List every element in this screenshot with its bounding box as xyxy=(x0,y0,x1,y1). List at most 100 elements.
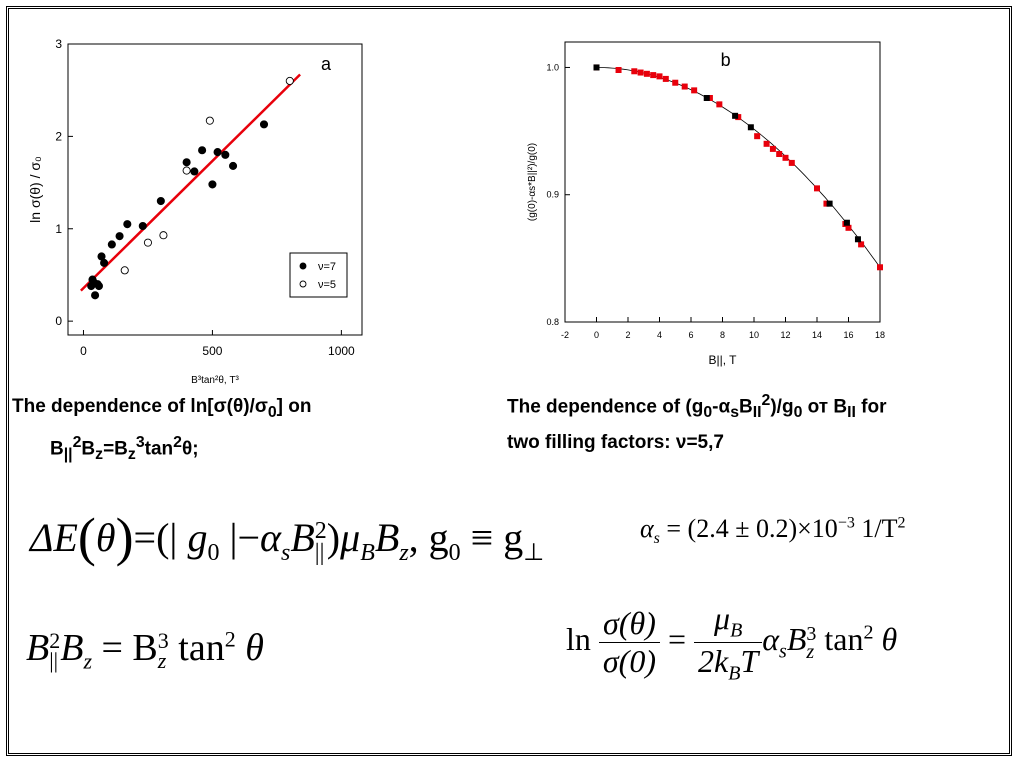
chart-a-ytick-label: 0 xyxy=(55,314,62,328)
chart-b-point-series-0 xyxy=(858,241,865,248)
cap-r-sub: 0 xyxy=(703,404,713,422)
chart-a-axes-box xyxy=(67,43,363,336)
chart-b-xtick-label: 14 xyxy=(812,330,822,340)
slide-frame xyxy=(6,6,1012,756)
eq2-sub: s xyxy=(653,530,660,548)
eq4-b-sup: 3 xyxy=(806,622,817,645)
chart-b-point-series-0 xyxy=(650,72,657,79)
chart-b-point-series-0 xyxy=(763,140,770,147)
eq1-close: ) xyxy=(326,515,341,560)
chart-a-point-series-1 xyxy=(285,76,294,86)
chart-a-panel-label: a xyxy=(321,54,332,74)
eq1-b-sup: 2 xyxy=(314,517,327,544)
eq1-delta: ΔE xyxy=(30,515,78,560)
cap-sub: z xyxy=(127,445,136,463)
chart-b-point-series-0 xyxy=(615,67,622,73)
cap-sup: 3 xyxy=(135,433,145,451)
eq1-perp: ⊥ xyxy=(523,540,545,566)
chart-b-point-series-0 xyxy=(754,133,761,140)
chart-b-point-series-0 xyxy=(776,151,783,157)
chart-b-point-series-0 xyxy=(716,101,723,108)
eq4-frac2: μB 2kBT xyxy=(694,600,763,686)
eq3-sup: 2 xyxy=(49,628,61,654)
chart-b-point-series-1 xyxy=(732,112,739,119)
cap-r: B xyxy=(739,396,753,418)
equation-energy: ΔE(θ)=(| g0 |−αsB 2 ||)μBBz, g0 ≡ g⊥ xyxy=(30,507,545,567)
eq4-t: T xyxy=(740,643,759,680)
chart-a-point-series-0 xyxy=(213,148,222,157)
chart-a-point-series-1 xyxy=(120,266,129,275)
eq3-tan: tan xyxy=(168,627,225,669)
chart-b-fit-curve xyxy=(596,67,881,268)
eq4-tan: tan xyxy=(816,621,864,658)
chart-b-point-series-0 xyxy=(691,87,698,94)
caption-left-line1: The dependence of ln[σ(θ)/σ0] on xyxy=(12,392,432,428)
eq4-mu-sub: B xyxy=(730,619,743,642)
eq1-bz-sub: z xyxy=(399,540,409,566)
eq1-abs-close: |− xyxy=(219,515,261,560)
cap-tan: tan xyxy=(144,438,174,460)
chart-b-xtick-label: 8 xyxy=(720,330,725,340)
cap-sub: z xyxy=(95,445,104,463)
cap-theta: θ; xyxy=(181,438,199,460)
eq4-alpha-sub: s xyxy=(779,640,787,663)
eq4-ln: ln xyxy=(566,621,591,658)
chart-a-xtick-label: 500 xyxy=(202,344,222,358)
chart-a-ytick-label: 2 xyxy=(55,129,62,143)
chart-b-ytick-label: 0.9 xyxy=(546,190,559,200)
cap-b: B xyxy=(50,438,64,460)
cap-sub: || xyxy=(63,445,73,463)
cap-r: -α xyxy=(712,396,731,418)
chart-b-point-series-1 xyxy=(826,200,833,207)
chart-b-point-series-0 xyxy=(845,224,852,231)
eq4-b-sub: z xyxy=(806,640,815,663)
chart-a-point-series-0 xyxy=(182,158,191,167)
chart-a-ylabel: ln σ(θ) / σ₀ xyxy=(27,156,43,223)
chart-b-xtick-label: 4 xyxy=(657,330,662,340)
chart-a-point-series-0 xyxy=(190,167,199,176)
cap-r: for xyxy=(855,396,887,418)
eq4-k-sub: B xyxy=(728,662,741,685)
chart-b-ylabel: (g(0)-αs*B||²)/g(0) xyxy=(527,143,538,221)
cap-r-sub: II xyxy=(752,404,762,422)
chart-b-point-series-0 xyxy=(706,95,713,101)
chart-b-xtick-label: 10 xyxy=(749,330,759,340)
chart-b-point-series-1 xyxy=(843,219,850,226)
chart-b-xtick-label: 12 xyxy=(780,330,790,340)
eq4-tan-sup: 2 xyxy=(863,621,874,644)
equation-conductivity: ln σ(θ) σ(0) = μB 2kBT αsB 3 z tan2 θ xyxy=(566,600,897,686)
eq4-den: σ(0) xyxy=(602,643,656,680)
cap-r: от B xyxy=(802,396,848,418)
eq3-b: B xyxy=(26,627,50,669)
chart-a-point-series-1 xyxy=(182,166,191,175)
chart-a-xlabel: B³tan²θ, T³ xyxy=(191,375,239,386)
eq4-b: B xyxy=(786,621,807,658)
chart-b-point-series-0 xyxy=(735,114,742,121)
chart-b-point-series-0 xyxy=(877,264,883,271)
eq3-b2: B xyxy=(60,627,84,669)
eq4-eq: = xyxy=(667,621,687,658)
chart-b-xtick-label: 0 xyxy=(594,330,599,340)
chart-a-point-series-0 xyxy=(229,161,238,170)
chart-b-point-series-0 xyxy=(823,200,830,207)
chart-a-point-series-0 xyxy=(94,281,103,291)
chart-a-point-series-0 xyxy=(123,220,132,229)
eq3-theta: θ xyxy=(235,627,264,669)
eq4-mu: μ xyxy=(714,600,731,636)
eq3-sup3: 3 xyxy=(157,628,169,654)
chart-b-point-series-0 xyxy=(662,75,669,82)
eq1-g0: , g xyxy=(408,515,449,560)
eq4-alpha: α xyxy=(762,621,780,658)
eq3-eq: = B xyxy=(92,627,158,669)
chart-b-point-series-0 xyxy=(681,83,688,90)
chart-a-point-series-0 xyxy=(198,146,207,155)
eq3-sub3: z xyxy=(157,648,167,674)
chart-b-point-series-0 xyxy=(814,185,820,192)
eq4-theta: θ xyxy=(873,621,898,658)
chart-b-panel-label: b xyxy=(721,50,731,70)
chart-a-point-series-0 xyxy=(100,258,109,267)
chart-a-point-series-0 xyxy=(221,150,230,159)
equation-alpha: αs = (2.4 ± 0.2)×10−3 1/T2 xyxy=(640,514,905,548)
eq1-equiv: ≡ g xyxy=(460,515,524,560)
caption-right-line1: The dependence of (g0-αsBII2)/g0 от BII … xyxy=(507,386,1007,428)
